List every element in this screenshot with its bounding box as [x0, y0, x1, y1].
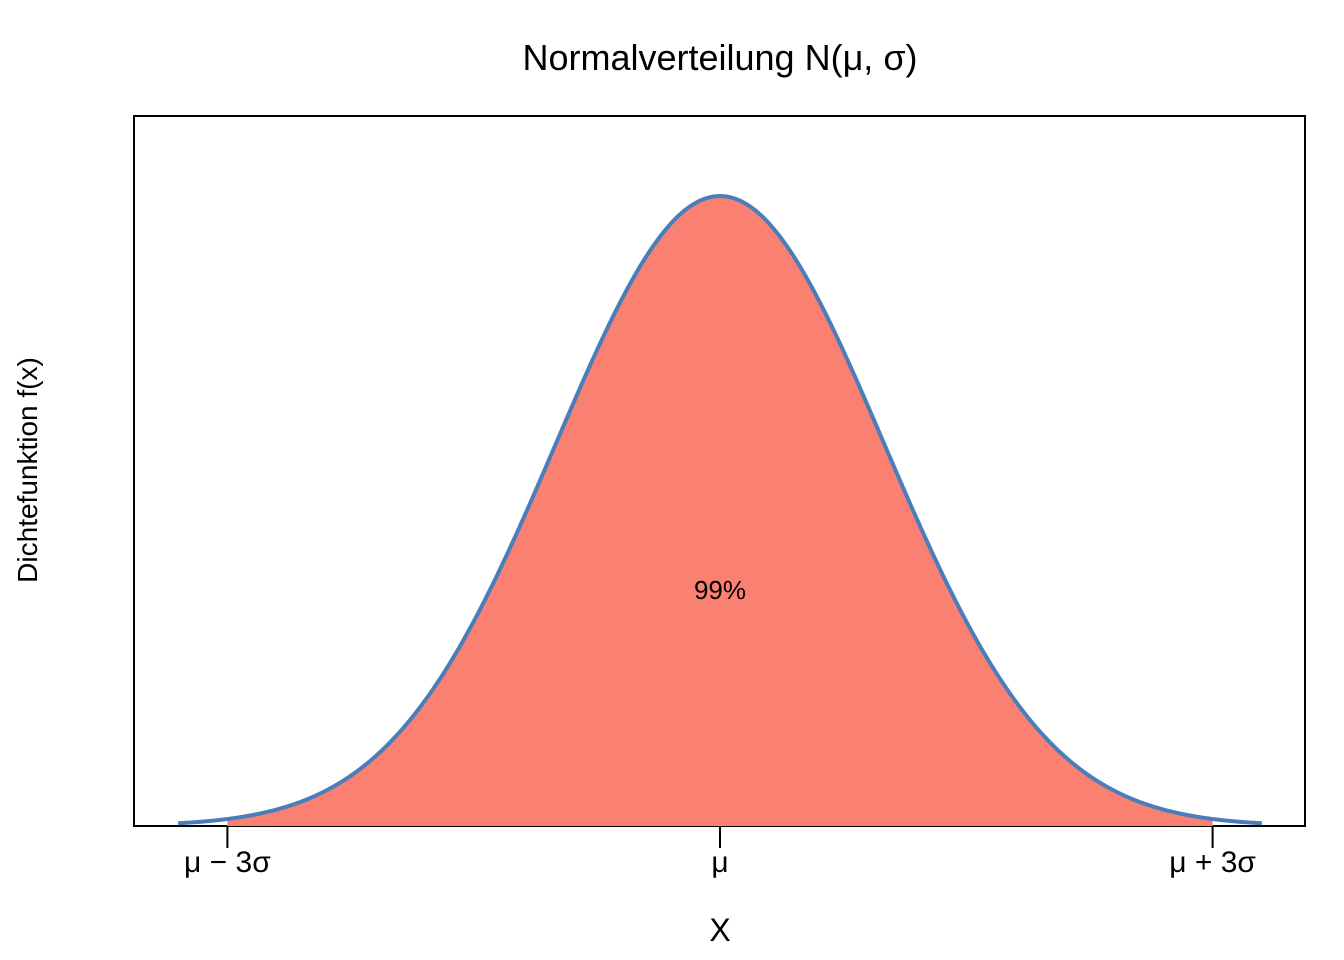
density-curve	[178, 194, 1262, 826]
shaded-area-label: 99%	[694, 575, 746, 605]
x-tick-label-1: μ	[711, 846, 728, 879]
x-axis: μ − 3σ μ μ + 3σ	[184, 826, 1256, 879]
x-tick-label-0: μ − 3σ	[184, 846, 271, 879]
y-axis-label: Dichtefunktion f(x)	[12, 357, 43, 583]
x-axis-label: X	[709, 912, 730, 948]
shaded-area	[227, 196, 1213, 826]
x-tick-label-2: μ + 3σ	[1169, 846, 1256, 879]
chart-title: Normalverteilung N(μ, σ)	[522, 37, 917, 78]
